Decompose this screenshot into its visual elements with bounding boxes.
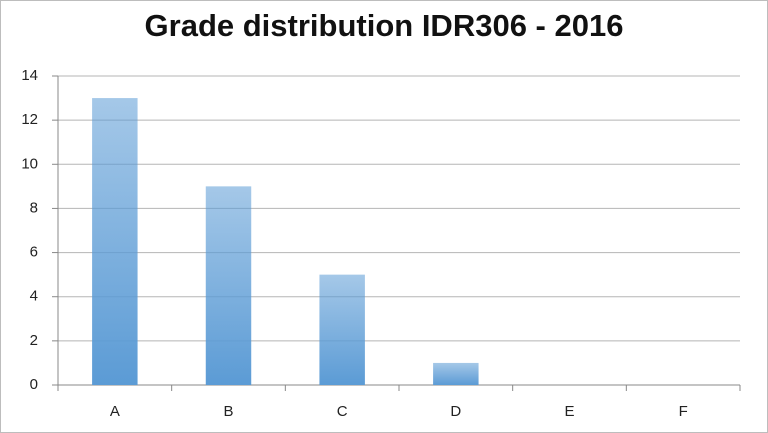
y-tick-label: 12 <box>21 111 38 128</box>
y-tick-label: 14 <box>21 67 38 84</box>
y-tick-label: 10 <box>21 155 38 172</box>
bar <box>205 186 252 385</box>
chart-title: Grade distribution IDR306 - 2016 <box>145 8 624 43</box>
y-tick-label: 4 <box>30 288 38 305</box>
bar <box>92 98 138 386</box>
bar <box>433 362 479 385</box>
x-tick-label: B <box>223 403 233 420</box>
x-tick-label: F <box>679 403 688 420</box>
x-tick-label: A <box>110 403 120 420</box>
bar <box>319 274 365 385</box>
x-tick-label: C <box>337 403 348 420</box>
y-tick-label: 6 <box>30 244 38 261</box>
x-tick-label: D <box>450 403 461 420</box>
y-tick-label: 0 <box>30 376 38 393</box>
x-tick-label: E <box>564 403 574 420</box>
y-tick-label: 2 <box>30 332 38 349</box>
y-tick-label: 8 <box>30 199 38 216</box>
